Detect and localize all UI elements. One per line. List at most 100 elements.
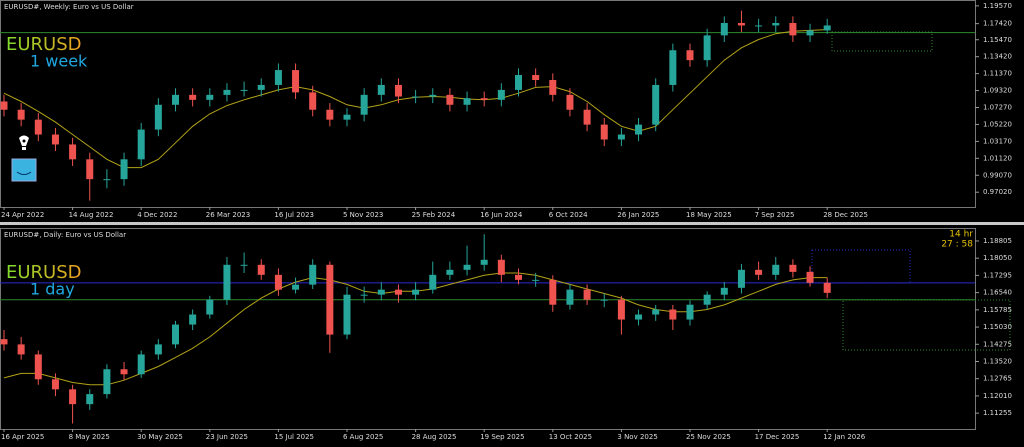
candle-body (240, 264, 248, 266)
candle-body (686, 304, 694, 320)
candle-body (223, 89, 231, 95)
candle-body (532, 75, 540, 80)
candle-body (446, 94, 454, 105)
candle-body (394, 289, 402, 295)
candle-body (823, 282, 831, 293)
candle-body (154, 344, 162, 355)
candle-body (189, 314, 197, 325)
candle-body (806, 30, 814, 36)
candle-body (669, 309, 677, 320)
y-tick-label: 1.15030 (983, 323, 1012, 331)
candle-body (51, 379, 59, 390)
candle-body (309, 264, 317, 285)
candle-body (377, 289, 385, 295)
x-tick-label: 3 Nov 2025 (617, 433, 657, 441)
candle-body (103, 179, 111, 181)
candle-body (583, 109, 591, 125)
period-label: 1 day (30, 280, 75, 299)
candle-body (652, 84, 660, 125)
candle-body (463, 264, 471, 270)
candle-body (446, 269, 454, 275)
y-tick-label: 1.14275 (983, 340, 1012, 348)
candle-body (257, 264, 265, 275)
candle-body (103, 369, 111, 395)
candle-body (515, 75, 522, 90)
x-tick-label: 14 Aug 2022 (69, 211, 114, 219)
x-tick-label: 6 Oct 2024 (549, 211, 588, 219)
candle-body (0, 339, 8, 345)
candle-body (617, 134, 625, 140)
y-tick-label: 1.18050 (983, 254, 1012, 262)
symbol-label: EURUSD (6, 34, 82, 55)
candle-body (206, 299, 214, 315)
panel-separator (0, 222, 1024, 225)
candle-body (566, 289, 574, 305)
candle-body (86, 159, 94, 180)
candle-body (326, 109, 334, 120)
x-tick-label: 26 Mar 2023 (206, 211, 250, 219)
panel-frame (0, 228, 976, 430)
candle-body (51, 134, 59, 145)
drawn-box (831, 31, 933, 52)
candle-body (326, 264, 334, 335)
candle-body (257, 84, 265, 90)
symbol-label: EURUSD (6, 262, 82, 283)
candle-body (17, 344, 25, 355)
candle-body (686, 50, 694, 61)
candle-body (617, 299, 625, 320)
candle-body (137, 354, 145, 375)
candle-body (292, 70, 300, 93)
candle-body (549, 79, 557, 95)
candle-body (69, 144, 77, 160)
candle-body (240, 89, 248, 91)
candle-body (394, 84, 402, 97)
y-tick-label: 1.15470 (983, 36, 1012, 44)
candle-body (703, 35, 711, 61)
x-tick-label: 6 Aug 2025 (343, 433, 383, 441)
y-tick-label: 1.16540 (983, 289, 1012, 297)
x-tick-label: 5 Nov 2023 (343, 211, 383, 219)
candle-body (223, 264, 231, 300)
candle-body (69, 389, 77, 405)
candle-body (360, 94, 368, 115)
pen-icon (19, 135, 29, 150)
y-tick-label: 1.07270 (983, 104, 1012, 112)
candle-body (34, 119, 42, 135)
candle-body (206, 94, 214, 100)
candle-body (480, 98, 488, 100)
candle-body (583, 289, 591, 300)
drawn-box (842, 299, 1011, 351)
candle-body (360, 294, 368, 296)
candle-body (154, 104, 162, 130)
candle-body (172, 94, 179, 105)
candle-body (600, 299, 608, 301)
candle-body (412, 96, 420, 98)
candle-body (720, 287, 728, 295)
candle-body (772, 22, 780, 26)
x-tick-label: 25 Nov 2025 (686, 433, 731, 441)
candle-body (343, 294, 351, 335)
candle-body (292, 284, 300, 290)
candle-body (497, 89, 505, 100)
x-tick-label: 7 Sep 2025 (755, 211, 795, 219)
y-tick-label: 1.13420 (983, 53, 1012, 61)
x-tick-label: 16 Apr 2025 (1, 433, 44, 441)
y-tick-label: 1.05220 (983, 120, 1012, 128)
candle-body (772, 264, 780, 275)
candle-body (635, 124, 643, 135)
x-tick-label: 26 Jan 2025 (617, 211, 659, 219)
candle-body (737, 22, 745, 26)
candle-body (755, 25, 763, 27)
x-tick-label: 13 Oct 2025 (549, 433, 592, 441)
candle-body (463, 98, 471, 105)
x-tick-label: 30 May 2025 (137, 433, 183, 441)
candle-body (566, 94, 574, 110)
candle-body (720, 22, 728, 36)
candle-body (755, 269, 763, 275)
x-tick-label: 15 Jul 2025 (274, 433, 314, 441)
x-tick-label: 19 Sep 2025 (480, 433, 524, 441)
candle-body (823, 25, 831, 31)
candle-body (515, 274, 522, 280)
candle-body (600, 124, 608, 140)
smile-icon[interactable] (11, 158, 37, 182)
